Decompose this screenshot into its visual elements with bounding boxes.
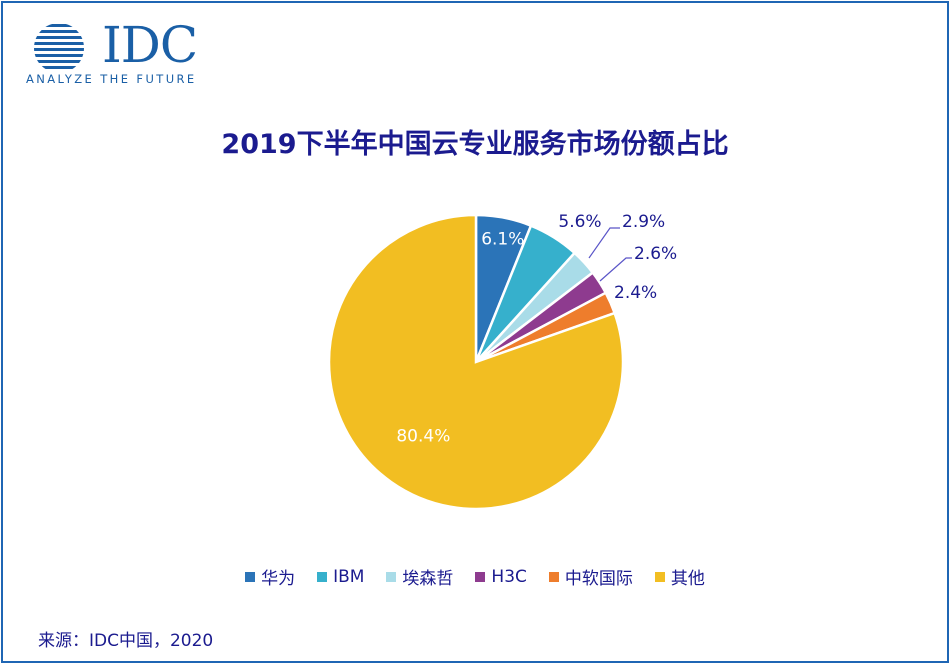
legend-swatch	[386, 571, 397, 582]
globe-icon	[34, 24, 84, 69]
data-label-3: 2.9%	[622, 212, 665, 232]
legend-label: IBM	[333, 566, 365, 587]
chart-title: 2019下半年中国云专业服务市场份额占比	[221, 129, 729, 160]
logo-wordmark: IDC	[102, 16, 198, 74]
legend-label: 中软国际	[564, 569, 633, 589]
data-label-6: 80.4%	[396, 426, 450, 446]
legend-swatch	[475, 571, 486, 582]
legend-swatch	[317, 571, 328, 582]
idc-logo: IDC ANALYZE THE FUTURE	[24, 16, 214, 86]
legend-swatch	[548, 571, 559, 582]
pie-slice-6	[327, 213, 625, 511]
legend-item-6: 其他	[654, 564, 705, 589]
source-note: 来源：IDC中国，2020	[38, 631, 214, 651]
data-label-1: 6.1%	[481, 229, 524, 249]
logo-tagline: ANALYZE THE FUTURE	[26, 72, 197, 86]
legend-item-5: 中软国际	[548, 564, 633, 589]
legend-swatch	[245, 571, 256, 582]
data-label-4: 2.6%	[634, 244, 677, 264]
legend-item-2: IBM	[317, 564, 364, 589]
legend-label: 华为	[261, 569, 296, 589]
data-label-2: 5.6%	[558, 212, 601, 232]
legend-swatch	[654, 571, 665, 582]
legend-label: 埃森哲	[402, 569, 454, 589]
chart-legend: 华为 IBM 埃森哲 H3C 中软国际 其他	[0, 564, 950, 589]
legend-label: H3C	[491, 566, 527, 587]
legend-item-1: 华为	[245, 564, 295, 589]
leader-line-3	[588, 227, 620, 259]
data-label-5: 2.4%	[614, 283, 657, 303]
leader-line-4	[599, 257, 632, 282]
legend-item-3: 埃森哲	[386, 564, 453, 589]
legend-label: 其他	[670, 569, 705, 589]
legend-item-4: H3C	[475, 564, 527, 589]
